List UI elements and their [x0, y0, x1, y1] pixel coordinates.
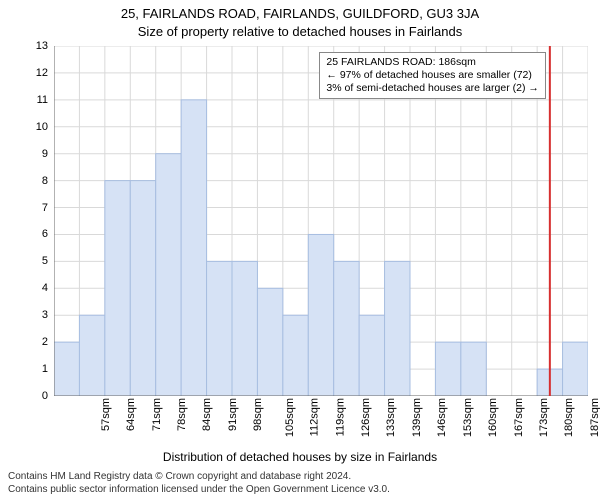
x-tick-label: 167sqm	[513, 398, 525, 437]
y-tick-label: 5	[28, 255, 48, 267]
y-tick-label: 6	[28, 228, 48, 240]
bar	[334, 261, 359, 396]
chart-title-main: 25, FAIRLANDS ROAD, FAIRLANDS, GUILDFORD…	[0, 6, 600, 21]
x-tick-label: 187sqm	[589, 398, 600, 437]
chart-title-sub: Size of property relative to detached ho…	[0, 24, 600, 39]
bar	[105, 181, 130, 396]
x-tick-label: 105sqm	[284, 398, 296, 437]
bar	[232, 261, 257, 396]
x-tick-label: 153sqm	[462, 398, 474, 437]
x-tick-label: 84sqm	[201, 398, 213, 431]
y-tick-label: 7	[28, 202, 48, 214]
footer-line-1: Contains HM Land Registry data © Crown c…	[8, 471, 390, 484]
x-tick-label: 180sqm	[564, 398, 576, 437]
y-tick-label: 2	[28, 336, 48, 348]
annotation-line-1: 25 FAIRLANDS ROAD: 186sqm	[326, 56, 538, 69]
y-tick-label: 1	[28, 363, 48, 375]
annotation-box: 25 FAIRLANDS ROAD: 186sqm ← 97% of detac…	[319, 52, 545, 99]
footer-line-2: Contains public sector information licen…	[8, 484, 390, 497]
bar	[461, 342, 486, 396]
bar	[435, 342, 460, 396]
x-tick-label: 173sqm	[538, 398, 550, 437]
y-tick-label: 10	[28, 121, 48, 133]
y-tick-label: 0	[28, 390, 48, 402]
bar	[181, 100, 206, 396]
y-tick-label: 8	[28, 175, 48, 187]
x-tick-label: 64sqm	[125, 398, 137, 431]
x-axis-label: Distribution of detached houses by size …	[0, 450, 600, 464]
bar	[130, 181, 155, 396]
bar	[283, 315, 308, 396]
x-tick-label: 126sqm	[360, 398, 372, 437]
y-tick-label: 4	[28, 282, 48, 294]
x-tick-label: 139sqm	[411, 398, 423, 437]
bar	[79, 315, 104, 396]
bar	[156, 154, 181, 396]
y-tick-label: 9	[28, 148, 48, 160]
footer-text: Contains HM Land Registry data © Crown c…	[8, 471, 390, 496]
y-tick-label: 3	[28, 309, 48, 321]
y-tick-label: 11	[28, 94, 48, 106]
x-tick-label: 98sqm	[252, 398, 264, 431]
bar	[359, 315, 384, 396]
bar	[385, 261, 410, 396]
x-tick-label: 57sqm	[100, 398, 112, 431]
bar	[563, 342, 588, 396]
x-tick-label: 71sqm	[151, 398, 163, 431]
y-tick-label: 13	[28, 40, 48, 52]
x-tick-label: 133sqm	[386, 398, 398, 437]
x-tick-label: 91sqm	[227, 398, 239, 431]
y-tick-label: 12	[28, 67, 48, 79]
x-tick-label: 119sqm	[334, 398, 346, 436]
annotation-line-3: 3% of semi-detached houses are larger (2…	[326, 82, 538, 95]
bar	[207, 261, 232, 396]
x-tick-label: 112sqm	[308, 398, 320, 436]
x-tick-label: 78sqm	[176, 398, 188, 431]
chart-container: 25, FAIRLANDS ROAD, FAIRLANDS, GUILDFORD…	[0, 0, 600, 500]
annotation-line-2: ← 97% of detached houses are smaller (72…	[326, 69, 538, 82]
bar	[257, 288, 282, 396]
x-tick-label: 160sqm	[487, 398, 499, 437]
bar	[54, 342, 79, 396]
x-tick-label: 146sqm	[436, 398, 448, 437]
bar	[308, 234, 333, 396]
